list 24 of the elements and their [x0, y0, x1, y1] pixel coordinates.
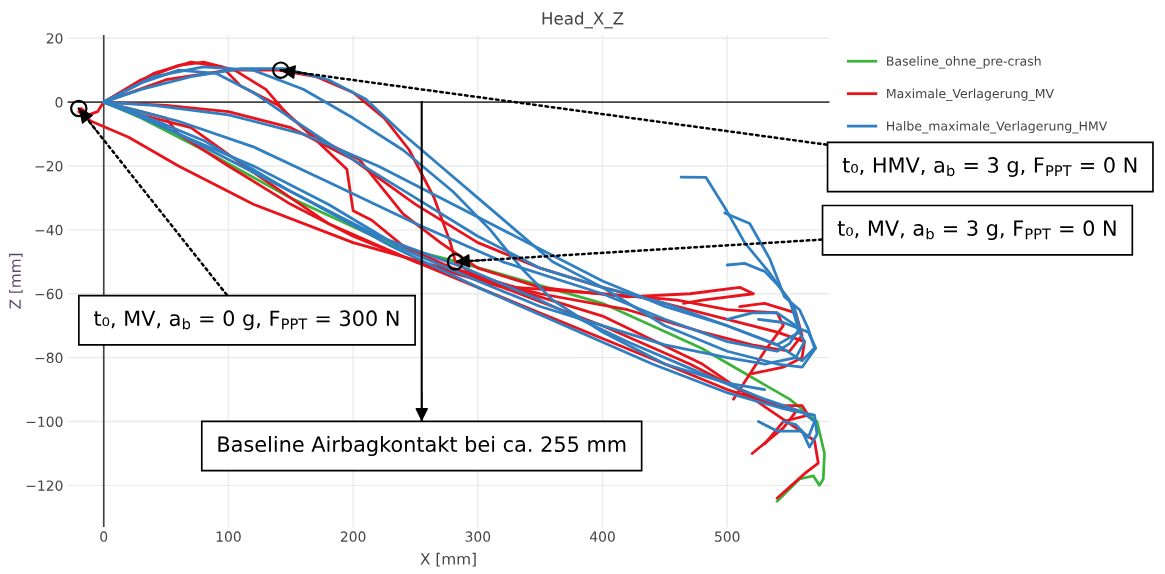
x-tick-label: 200: [340, 531, 366, 542]
y-tick-label: −120: [26, 480, 63, 491]
annotation: t₀, MV, a$_{b}$ = 3 g, F$_{PPT}$ = 0 N: [837, 220, 1116, 241]
annotation: t₀, HMV, a$_{b}$ = 3 g, F$_{PPT}$ = 0 N: [842, 157, 1137, 177]
y-tick-label: −20: [35, 160, 63, 172]
legend-label: Maximale_Verlagerung_MV: [887, 88, 1054, 101]
ref-line-label: Baseline Airbagkontakt bei ca. 255 mm: [218, 435, 626, 457]
legend-label: Halbe_maximale_Verlagerung_HMV: [887, 120, 1108, 134]
y-tick-label: 20: [46, 33, 63, 44]
legend-label: Baseline_ohne_pre-crash: [887, 56, 1041, 69]
x-tick-label: 400: [589, 531, 615, 542]
y-tick-label: −60: [35, 288, 63, 300]
y-axis-title: Z [mm]: [9, 253, 23, 309]
y-tick-label: 0: [55, 97, 63, 108]
x-tick-label: 100: [216, 531, 241, 542]
x-tick-label: 500: [715, 531, 740, 542]
y-tick-label: −100: [26, 416, 63, 427]
x-axis-title: X [mm]: [420, 552, 476, 567]
chart-title: Head_X_Z: [542, 11, 624, 29]
x-tick-label: 0: [100, 531, 108, 542]
x-tick-label: 300: [465, 531, 491, 542]
y-tick-label: −80: [35, 352, 63, 364]
y-tick-label: −40: [35, 224, 63, 236]
annotation: t₀, MV, a$_{b}$ = 0 g, F$_{PPT}$ = 300 N: [94, 310, 399, 331]
